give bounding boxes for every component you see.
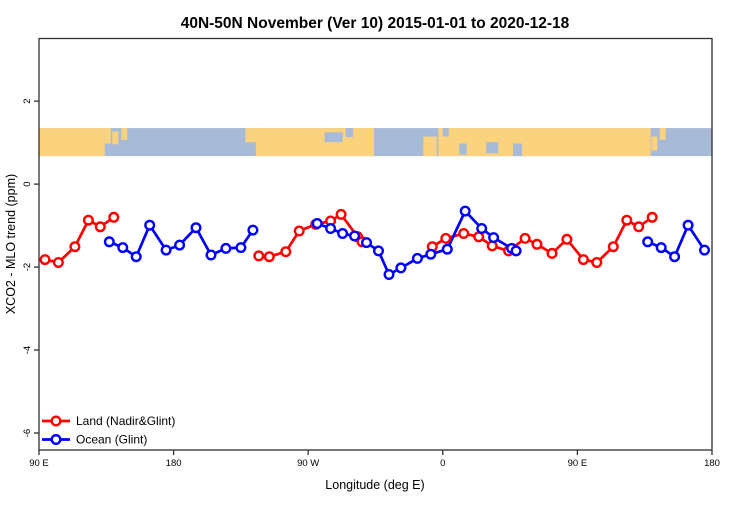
map-band-land-patch [438, 128, 651, 157]
ocean-series-point [441, 243, 453, 255]
ocean-series-point [655, 242, 667, 254]
land-series-point [82, 214, 94, 226]
ocean-series-point [130, 251, 142, 263]
plot-frame [38, 37, 713, 451]
map-band-ocean-patch [486, 142, 499, 154]
x-tick-label: 180 [166, 458, 182, 469]
ocean-series-point [669, 251, 681, 263]
ocean-series-point [160, 244, 172, 256]
y-tick-label: -4 [22, 346, 33, 354]
land-series-point [263, 251, 275, 263]
land-series-point [577, 254, 589, 266]
ocean-series-point [117, 242, 129, 254]
y-tick-label: -2 [22, 263, 33, 271]
y-tick-label: -6 [22, 429, 33, 437]
land-series-point [293, 225, 305, 237]
map-band-land-patch [423, 136, 437, 157]
x-tick-label: 180 [704, 458, 720, 469]
x-tick-label: 90 E [29, 458, 49, 469]
ocean-series-point [235, 242, 247, 254]
ocean-series-point [220, 242, 232, 254]
ocean-series-point [190, 222, 202, 234]
land-series-point [458, 227, 470, 239]
map-band-land-patch [245, 128, 258, 143]
map-band-land-patch [659, 128, 666, 140]
ocean-series-point [425, 248, 437, 260]
ocean-series-point [337, 227, 349, 239]
ocean-series-point [144, 219, 156, 231]
land-series-point [335, 208, 347, 220]
map-band-ocean-patch [513, 143, 523, 157]
ocean-series-point [459, 205, 471, 217]
map-band-ocean-patch [459, 143, 467, 155]
plot-layer: 90 E 180 90 W 0 90 E 180 2 0 -2 -4 -6 [22, 37, 720, 469]
land-series-point [646, 211, 658, 223]
land-series-point [621, 214, 633, 226]
map-band-land-patch [121, 128, 128, 140]
land-series-point [633, 221, 645, 233]
map-band-ocean-patch [442, 128, 449, 137]
legend-marker-ocean [50, 434, 62, 446]
ocean-series-point [103, 236, 115, 248]
map-band-land-patch [651, 136, 658, 151]
map-band-land-patch [255, 128, 375, 157]
chart-title: 40N-50N November (Ver 10) 2015-01-01 to … [181, 15, 570, 32]
ocean-series-point [476, 222, 488, 234]
land-series-point [52, 257, 64, 269]
map-band-land-patch [112, 131, 119, 145]
legend-marker-land [50, 415, 62, 427]
ocean-series-point [510, 245, 522, 257]
land-series-point [591, 257, 603, 269]
ocean-series-point [488, 232, 500, 244]
y-tick-label: 0 [22, 181, 33, 186]
map-band-ocean-patch [324, 132, 343, 143]
land-series-point [519, 232, 531, 244]
ocean-series-point [699, 244, 711, 256]
land-series-point [39, 254, 51, 266]
land-series-point [253, 250, 265, 262]
land-series-point [546, 247, 558, 259]
ocean-series-point [395, 262, 407, 274]
map-band-land-patch [104, 128, 111, 144]
ocean-series-line [316, 209, 517, 276]
y-tick-label: 2 [22, 98, 33, 103]
ocean-series-point [205, 249, 217, 261]
ocean-series-point [325, 222, 337, 234]
ocean-series-point [682, 219, 694, 231]
x-tick-label: 0 [440, 458, 445, 469]
ocean-series-point [361, 237, 373, 249]
ocean-series-point [311, 217, 323, 229]
ocean-series-point [411, 252, 423, 264]
ocean-series-point [383, 269, 395, 281]
land-series-point [94, 221, 106, 233]
land-series-point [108, 211, 120, 223]
land-series-point [280, 246, 292, 258]
land-series-point [531, 238, 543, 250]
map-band-ocean-patch [345, 128, 354, 138]
land-series-point [561, 233, 573, 245]
x-tick-label: 90 E [568, 458, 588, 469]
land-series-point [69, 241, 81, 253]
ocean-series-point [349, 230, 361, 242]
land-series-line [431, 216, 653, 264]
x-axis-title: Longitude (deg E) [325, 478, 424, 492]
ocean-series-point [174, 239, 186, 251]
y-axis-title: XCO2 - MLO trend (ppm) [4, 174, 18, 314]
map-band-land-patch [39, 128, 105, 157]
ocean-series-point [247, 224, 259, 236]
legend-label-ocean: Ocean (Glint) [76, 433, 147, 447]
ocean-series-point [373, 245, 385, 257]
legend-label-land: Land (Nadir&Glint) [76, 414, 175, 428]
ocean-series-point [642, 236, 654, 248]
land-series-point [440, 232, 452, 244]
x-tick-label: 90 W [297, 458, 319, 469]
land-series-point [607, 241, 619, 253]
